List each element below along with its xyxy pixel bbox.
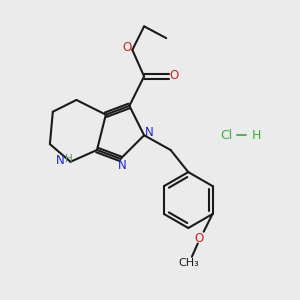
Text: CH₃: CH₃ <box>178 258 199 268</box>
Text: N: N <box>145 126 154 139</box>
Text: H: H <box>252 129 261 142</box>
Text: O: O <box>123 41 132 54</box>
Text: Cl: Cl <box>221 129 233 142</box>
Text: N: N <box>56 154 64 167</box>
Text: H: H <box>65 154 73 164</box>
Text: O: O <box>169 69 178 82</box>
Text: O: O <box>195 232 204 245</box>
Text: N: N <box>118 159 126 172</box>
